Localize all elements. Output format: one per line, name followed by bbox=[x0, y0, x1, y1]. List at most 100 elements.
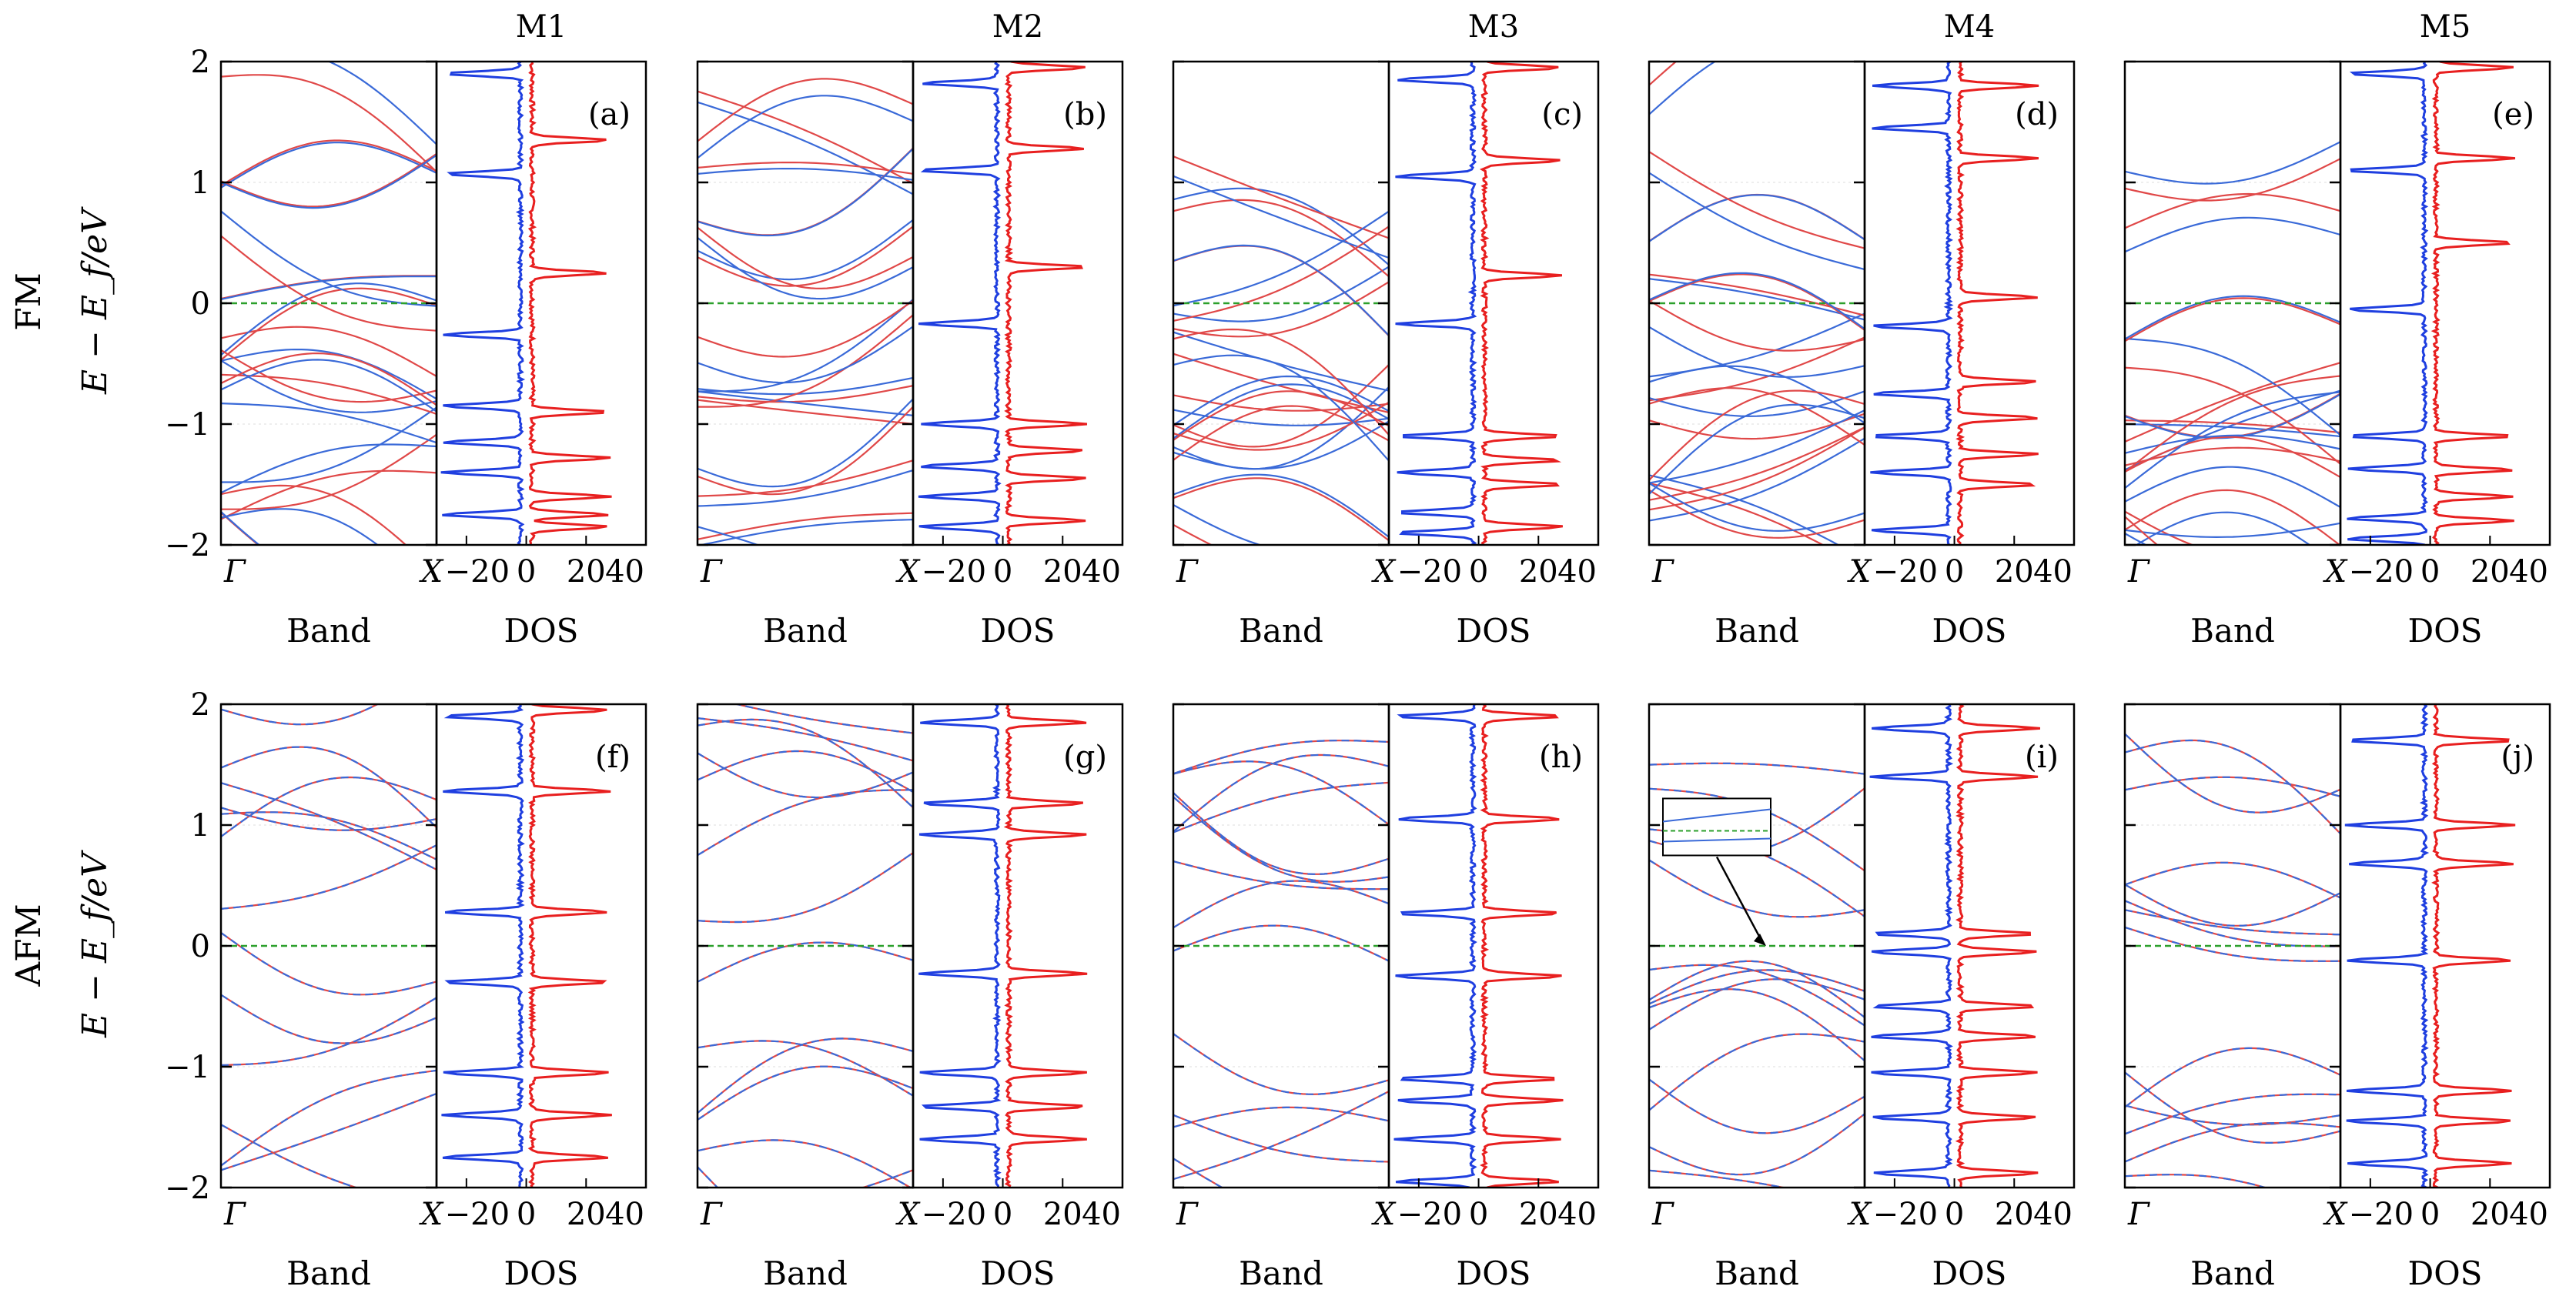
panel-label: (a) bbox=[588, 97, 631, 132]
band-spin-down bbox=[698, 226, 913, 287]
dos-lines bbox=[2347, 62, 2516, 545]
dos-lines bbox=[1870, 62, 2039, 545]
band-axis-label: Band bbox=[1239, 612, 1323, 650]
band-lines bbox=[1649, 762, 1865, 1188]
band-spin-up bbox=[221, 1092, 437, 1171]
dos-x-tick-label: 40 bbox=[2509, 554, 2548, 590]
band-spin-up bbox=[1649, 326, 1865, 378]
band-spin-up bbox=[221, 776, 437, 837]
band-lines bbox=[221, 62, 437, 545]
y-tick-label: −2 bbox=[165, 528, 210, 563]
dos-spin-up-curve bbox=[1393, 704, 1477, 1188]
band-spin-down bbox=[1173, 405, 1389, 461]
dos-spin-up-curve bbox=[1395, 62, 1477, 545]
y-tick-label: 0 bbox=[191, 286, 210, 322]
band-spin-down bbox=[1173, 523, 1213, 545]
band-spin-down bbox=[221, 1124, 359, 1188]
band-spin-down bbox=[1173, 796, 1389, 883]
column-title: M3 bbox=[1468, 9, 1519, 45]
band-spin-up bbox=[221, 511, 261, 545]
dos-axis-label: DOS bbox=[981, 612, 1055, 650]
y-tick-label: 0 bbox=[191, 929, 210, 964]
band-spin-up bbox=[2125, 776, 2340, 797]
inset-arrow-shaft bbox=[1715, 856, 1765, 944]
band-spin-down bbox=[221, 512, 260, 545]
dos-x-tick-label: −20 bbox=[1397, 554, 1462, 590]
band-spin-up bbox=[221, 932, 437, 996]
band-spin-up bbox=[1173, 1033, 1389, 1095]
band-axis-label: Band bbox=[286, 612, 371, 650]
band-spin-down bbox=[1649, 426, 1865, 501]
band-spin-down bbox=[2125, 192, 2340, 229]
x-tick-label-gamma: Γ bbox=[1176, 554, 1199, 590]
band-spin-down bbox=[698, 314, 913, 408]
band-spin-up bbox=[221, 142, 437, 189]
panel-label: (h) bbox=[1539, 740, 1583, 775]
band-spin-up bbox=[698, 750, 913, 793]
dos-x-tick-label: −20 bbox=[445, 554, 510, 590]
x-tick-label-gamma: Γ bbox=[700, 554, 723, 590]
dos-x-tick-label: 40 bbox=[605, 1197, 644, 1232]
y-tick-label: 1 bbox=[191, 808, 210, 844]
band-spin-down bbox=[1649, 386, 1865, 446]
band-spin-down bbox=[2125, 158, 2340, 202]
x-tick-label-x: X bbox=[895, 554, 921, 590]
band-spin-down bbox=[2125, 419, 2340, 434]
band-spin-up bbox=[698, 519, 913, 545]
dos-lines bbox=[1869, 704, 2041, 1188]
panel-label: (g) bbox=[1063, 740, 1107, 775]
band-spin-up bbox=[1173, 383, 1389, 439]
dos-spin-down-curve bbox=[527, 62, 612, 545]
band-spin-down bbox=[698, 226, 913, 290]
dos-x-tick-label: 0 bbox=[517, 1197, 536, 1232]
band-spin-down bbox=[1173, 199, 1389, 278]
band-spin-down bbox=[2125, 900, 2340, 947]
band-spin-down bbox=[2125, 362, 2340, 443]
dos-x-tick-label: 40 bbox=[2033, 1197, 2073, 1232]
y-tick-label: −1 bbox=[165, 1050, 210, 1085]
band-spin-down bbox=[1649, 62, 1678, 86]
band-spin-down bbox=[1649, 426, 1865, 511]
band-spin-up bbox=[1649, 482, 1865, 532]
band-spin-up bbox=[2125, 337, 2340, 436]
band-spin-up bbox=[698, 526, 761, 545]
band-spin-down bbox=[221, 235, 437, 332]
y-axis-label-afm: E − E_f/eV bbox=[75, 850, 115, 1038]
dos-axes-frame bbox=[1387, 60, 1600, 546]
panel-label: (j) bbox=[2501, 740, 2534, 775]
row-label-afm: AFM bbox=[9, 904, 49, 987]
band-spin-up bbox=[1649, 437, 1865, 522]
band-spin-down bbox=[2125, 366, 2340, 465]
band-spin-down bbox=[2125, 375, 2340, 473]
band-spin-up bbox=[326, 62, 437, 145]
dos-x-tick-label: 0 bbox=[993, 554, 1012, 590]
x-tick-label-gamma: Γ bbox=[700, 1197, 723, 1232]
band-spin-down bbox=[1649, 859, 1865, 918]
dos-x-tick-label: −20 bbox=[1397, 1197, 1462, 1232]
dos-axes-frame bbox=[912, 60, 1124, 546]
dos-axis-label: DOS bbox=[1457, 1255, 1531, 1292]
band-spin-up bbox=[1173, 354, 1389, 462]
dos-spin-down-curve bbox=[1955, 62, 2039, 545]
band-spin-up bbox=[2125, 884, 2340, 927]
band-spin-up bbox=[221, 1124, 359, 1188]
band-spin-up bbox=[698, 1139, 912, 1188]
band-spin-down bbox=[698, 406, 913, 496]
dos-spin-down-curve bbox=[2431, 704, 2516, 1188]
panel-m3-afm: (h) Γ X −20 0 20 40 Band DOS bbox=[1172, 703, 1600, 1292]
band-spin-up bbox=[221, 154, 437, 209]
band-spin-down bbox=[1173, 860, 1389, 890]
band-spin-up bbox=[1649, 403, 1865, 495]
band-spin-up bbox=[698, 717, 913, 762]
band-spin-up bbox=[1649, 365, 1865, 424]
dos-spin-down-curve bbox=[2430, 62, 2516, 545]
x-tick-label-x: X bbox=[895, 1197, 921, 1232]
dos-x-tick-label: −20 bbox=[445, 1197, 510, 1232]
band-axis-label: Band bbox=[1239, 1255, 1323, 1292]
band-spin-up bbox=[1173, 504, 1263, 545]
band-spin-up bbox=[2125, 141, 2340, 185]
band-spin-up bbox=[698, 718, 913, 809]
